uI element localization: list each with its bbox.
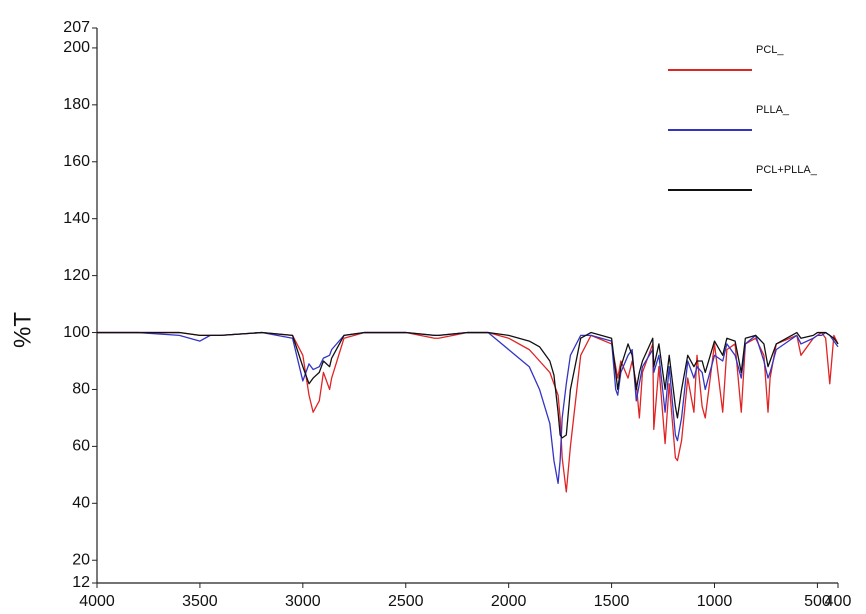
y-tick-label: 200	[63, 39, 90, 56]
y-tick-label: 80	[72, 381, 90, 398]
x-tick-label: 3000	[285, 593, 321, 610]
x-tick-label: 1000	[697, 593, 733, 610]
spectrum-line	[97, 331, 839, 485]
y-tick-label: 12	[72, 574, 90, 591]
y-tick-label: 140	[63, 210, 90, 227]
y-tick-label: 100	[63, 324, 90, 341]
y-tick-label: 160	[63, 153, 90, 170]
x-tick-label: 2000	[491, 593, 527, 610]
y-tick-label: 207	[63, 19, 90, 36]
legend-label: PCL+PLLA_	[756, 164, 818, 176]
y-tick-label: 40	[72, 495, 90, 512]
x-tick-label: 2500	[388, 593, 424, 610]
y-tick-label: 60	[72, 438, 90, 455]
y-tick-label: 180	[63, 96, 90, 113]
y-axis-label: %T	[9, 312, 36, 348]
spectrum-line	[97, 331, 839, 493]
x-tick-label: 4000	[79, 593, 115, 610]
y-tick-label: 120	[63, 267, 90, 284]
x-tick-label: 1500	[594, 593, 630, 610]
legend-label: PLLA_	[756, 104, 790, 116]
x-tick-label: 400	[825, 593, 852, 610]
spectrum-line	[97, 331, 839, 439]
x-tick-label: 500	[804, 593, 831, 610]
legend-label: PCL_	[756, 44, 784, 56]
x-tick-label: 3500	[182, 593, 218, 610]
y-tick-label: 20	[72, 551, 90, 568]
